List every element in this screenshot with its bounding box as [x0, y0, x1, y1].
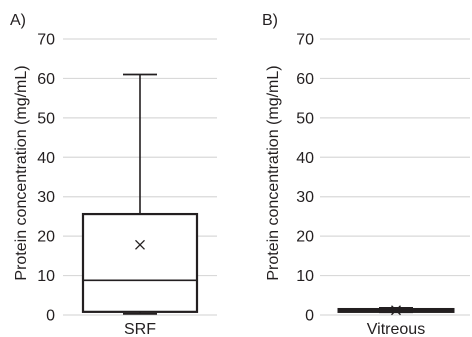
y-tick-label: 50: [296, 110, 314, 127]
mean-marker: [135, 239, 145, 250]
y-tick-label: 50: [37, 110, 55, 127]
panel-label: A): [10, 12, 26, 29]
y-tick-label: 10: [37, 268, 55, 285]
y-axis-title: Protein concentration (mg/mL): [265, 65, 282, 280]
y-tick-label: 0: [305, 308, 314, 325]
panel-a: 0 10 20 30 40 50 60 70 A) Protein concentration (…: [10, 12, 217, 337]
y-tick-label: 70: [37, 32, 55, 49]
category-label: SRF: [124, 321, 156, 337]
iqr-box: [81, 212, 199, 313]
y-tick-label: 20: [37, 229, 55, 246]
y-tick-label: 0: [46, 308, 55, 325]
panel-b: 0 10 20 30 40 50 60 70 B) Protein concentration (…: [262, 12, 470, 337]
panel-label: B): [262, 12, 278, 29]
y-tick-label: 20: [296, 229, 314, 246]
y-tick-label: 60: [296, 71, 314, 88]
y-tick-label: 40: [37, 150, 55, 167]
category-label: Vitreous: [367, 321, 425, 337]
y-tick-label: 40: [296, 150, 314, 167]
y-tick-label: 70: [296, 32, 314, 49]
y-tick-label: 30: [296, 189, 314, 206]
mean-marker: [391, 305, 401, 316]
y-axis-title: Protein concentration (mg/mL): [13, 65, 30, 280]
y-tick-label: 10: [296, 268, 314, 285]
y-tick-label: 30: [37, 189, 55, 206]
y-tick-label: 60: [37, 71, 55, 88]
